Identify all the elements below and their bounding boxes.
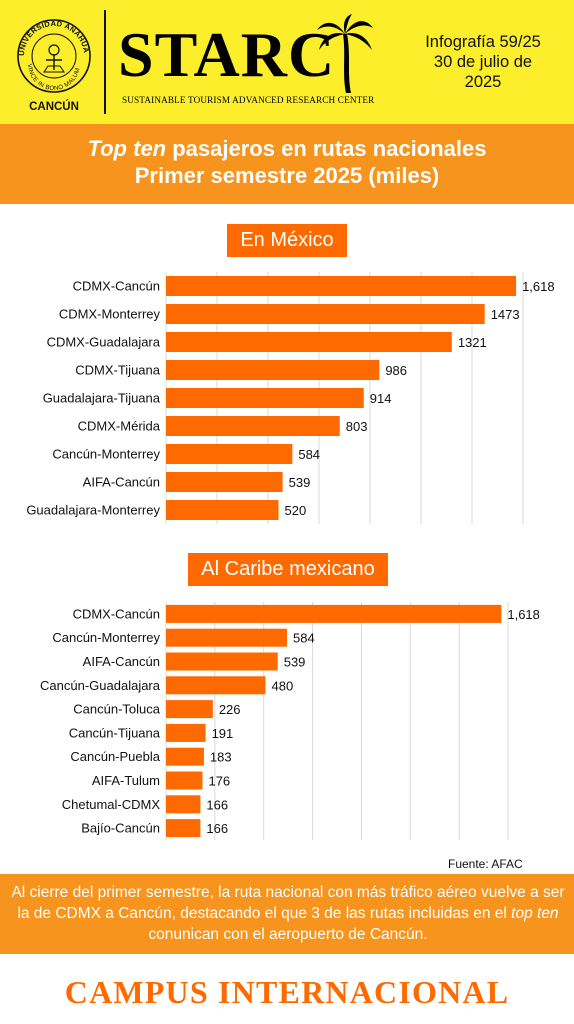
- category-label: AIFA-Cancún: [83, 475, 160, 490]
- campus-city: CANCÚN: [29, 100, 79, 113]
- bar-canc-n-monterrey: [166, 628, 288, 647]
- value-label: 226: [219, 702, 241, 717]
- bar-chetumal-cdmx: [166, 795, 201, 814]
- category-label: CDMX-Cancún: [73, 606, 160, 621]
- category-label: Cancún-Monterrey: [52, 447, 160, 462]
- infographic-number: Infografía 59/25: [425, 33, 541, 51]
- category-label: Chetumal-CDMX: [62, 797, 161, 812]
- bar-cdmx-m-rida: [166, 416, 340, 436]
- category-label: CDMX-Cancún: [73, 279, 160, 294]
- summary-part-1: Al cierre del primer semestre, la ruta n…: [11, 884, 565, 922]
- starc-subtitle: SUSTAINABLE TOURISM ADVANCED RESEARCH CE…: [122, 95, 375, 105]
- category-label: AIFA-Cancún: [83, 654, 160, 669]
- value-label: 1473: [491, 307, 520, 322]
- category-label: Cancún-Tijuana: [69, 725, 161, 740]
- bar-canc-n-guadalajara: [166, 676, 266, 695]
- bar-cdmx-tijuana: [166, 360, 380, 380]
- chart-1: CDMX-Cancún 1,618 Cancún-Monterrey 584 AIFA-…: [40, 602, 540, 840]
- category-label: CDMX-Tijuana: [75, 363, 161, 378]
- bar-guadalajara-monterrey: [166, 500, 279, 520]
- bar-aifa-tulum: [166, 771, 203, 790]
- bar-aifa-canc-n: [166, 472, 283, 492]
- bar-aifa-canc-n: [166, 652, 278, 671]
- category-label: CDMX-Guadalajara: [47, 335, 161, 350]
- starc-logo: STARC SUSTAINABLE TOURISM ADVANCED RESEA…: [118, 18, 374, 110]
- bar-cdmx-canc-n: [166, 276, 517, 296]
- title-line-1: Top ten pasajeros en rutas nacionales: [0, 135, 574, 162]
- value-label: 803: [346, 419, 368, 434]
- bar-canc-n-monterrey: [166, 444, 293, 464]
- value-label: 1,618: [507, 607, 540, 622]
- value-label: 539: [289, 475, 311, 490]
- value-label: 539: [284, 655, 306, 670]
- header-band: [0, 0, 574, 124]
- infographic-info: Infografía 59/25 30 de julio de 2025: [392, 32, 574, 92]
- university-seal-logo: UNIVERSIDAD ANÁHUAC VINCE IN BONO MALUM …: [14, 14, 91, 113]
- chart-0: CDMX-Cancún 1,618 CDMX-Monterrey 1473 CDMX-G…: [26, 272, 555, 524]
- category-label: Bajío-Cancún: [81, 821, 160, 836]
- value-label: 166: [206, 797, 228, 812]
- bar-canc-n-tijuana: [166, 723, 206, 742]
- summary-band: [0, 874, 574, 954]
- value-label: 480: [271, 678, 293, 693]
- value-label: 520: [285, 503, 307, 518]
- bar-guadalajara-tijuana: [166, 388, 364, 408]
- bar-cdmx-monterrey: [166, 304, 485, 324]
- value-label: 584: [293, 631, 315, 646]
- title-line-1-rest: pasajeros en rutas nacionales: [166, 136, 487, 161]
- summary-part-2: conunican con el aeropuerto de Cancún.: [148, 926, 428, 943]
- bar-canc-n-puebla: [166, 747, 204, 766]
- summary-italic: top ten: [511, 905, 559, 922]
- value-label: 166: [206, 821, 228, 836]
- value-label: 1321: [458, 335, 487, 350]
- bar-cdmx-canc-n: [166, 604, 502, 623]
- palm-tree-icon: [317, 14, 373, 93]
- section-tag-mexico: En México: [227, 224, 347, 257]
- infographic-date: 30 de julio de: [433, 53, 533, 71]
- infographic-year: 2025: [464, 73, 502, 91]
- category-label: Cancún-Puebla: [70, 749, 160, 764]
- category-label: Guadalajara-Monterrey: [26, 503, 160, 518]
- bar-canc-n-toluca: [166, 700, 213, 719]
- category-label: Guadalajara-Tijuana: [43, 391, 161, 406]
- value-label: 584: [298, 447, 320, 462]
- header-divider: [104, 10, 106, 114]
- bar-baj-o-canc-n: [166, 819, 201, 838]
- title-line-2: Primer semestre 2025 (miles): [134, 163, 440, 188]
- section-tag-caribe: Al Caribe mexicano: [188, 553, 388, 586]
- category-label: Cancún-Toluca: [73, 702, 160, 717]
- campus-internacional-footer: CAMPUS INTERNACIONAL: [64, 974, 510, 1010]
- value-label: 914: [370, 391, 392, 406]
- category-label: Cancún-Monterrey: [52, 630, 160, 645]
- value-label: 986: [385, 363, 407, 378]
- title-band: [0, 124, 574, 204]
- bar-cdmx-guadalajara: [166, 332, 452, 352]
- value-label: 183: [210, 750, 232, 765]
- summary-text: Al cierre del primer semestre, la ruta n…: [8, 882, 568, 945]
- value-label: 191: [212, 726, 234, 741]
- value-label: 176: [208, 774, 230, 789]
- category-label: Cancún-Guadalajara: [40, 678, 161, 693]
- starc-wordmark: STARC: [118, 19, 336, 90]
- page-title: Top ten pasajeros en rutas nacionales Pr…: [0, 135, 574, 189]
- value-label: 1,618: [522, 279, 555, 294]
- category-label: AIFA-Tulum: [92, 773, 160, 788]
- source-note: Fuente: AFAC: [448, 857, 523, 871]
- category-label: CDMX-Monterrey: [59, 307, 161, 322]
- title-italic: Top ten: [87, 136, 167, 161]
- category-label: CDMX-Mérida: [78, 419, 161, 434]
